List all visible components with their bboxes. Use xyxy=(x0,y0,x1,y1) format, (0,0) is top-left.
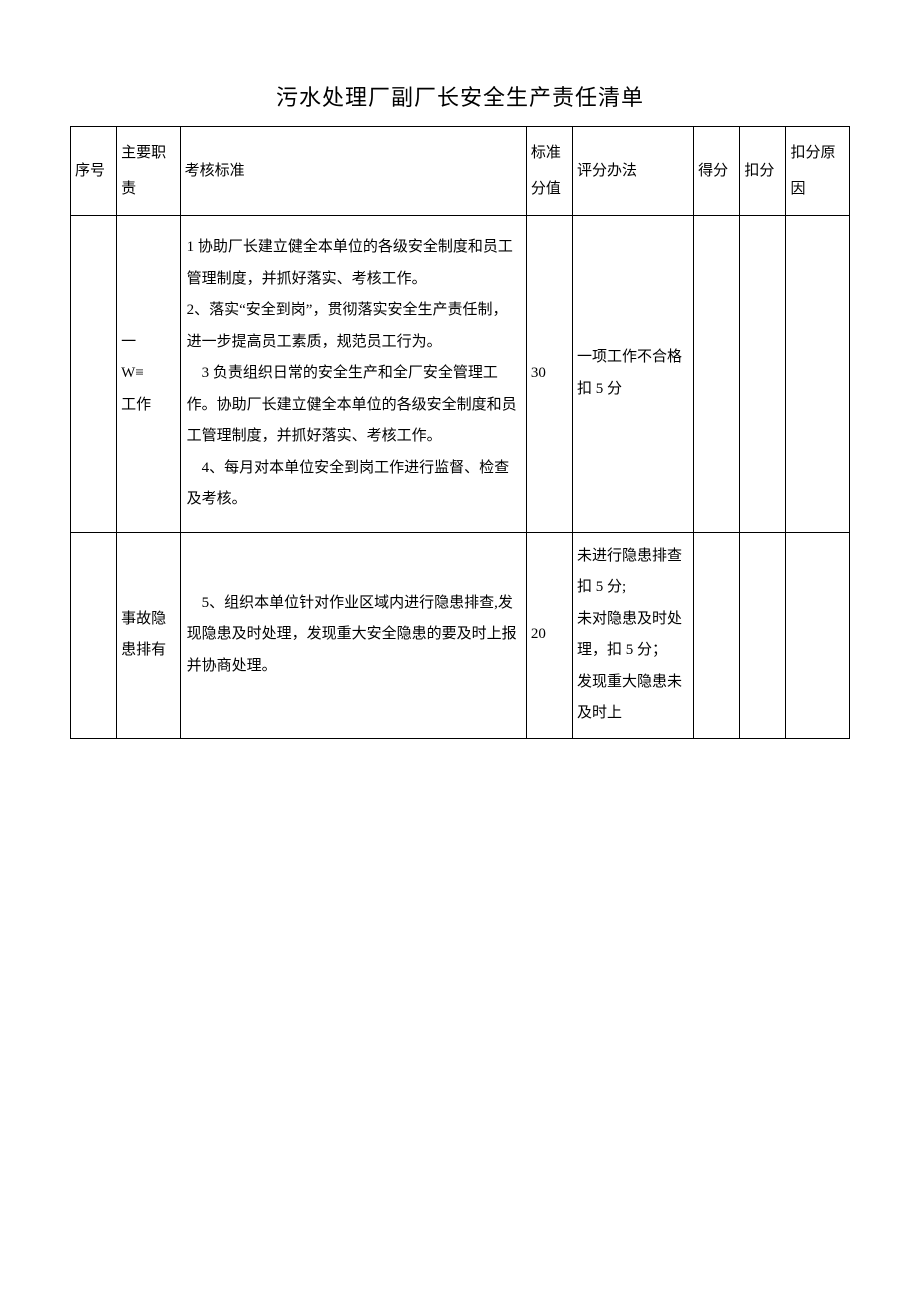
table-row: 事故隐患排有 5、组织本单位针对作业区域内进行隐患排查,发现隐患及时处理，发现重… xyxy=(71,532,850,738)
col-deduct-header: 扣分 xyxy=(740,127,786,216)
cell-score: 30 xyxy=(526,216,572,533)
cell-standard: 1 协助厂长建立健全本单位的各级安全制度和员工管理制度，并抓好落实、考核工作。 … xyxy=(180,216,526,533)
col-reason-header: 扣分原因 xyxy=(786,127,850,216)
table-header-row: 序号 主要职责 考核标准 标准分值 评分办法 得分 扣分 扣分原因 xyxy=(71,127,850,216)
col-duty-header: 主要职责 xyxy=(117,127,180,216)
cell-deduct xyxy=(740,532,786,738)
cell-deduct xyxy=(740,216,786,533)
col-standard-header: 考核标准 xyxy=(180,127,526,216)
cell-method: 一项工作不合格扣 5 分 xyxy=(573,216,694,533)
col-score-header: 标准分值 xyxy=(526,127,572,216)
cell-seq xyxy=(71,532,117,738)
cell-duty: 事故隐患排有 xyxy=(117,532,180,738)
cell-score: 20 xyxy=(526,532,572,738)
col-got-header: 得分 xyxy=(694,127,740,216)
cell-method: 未进行隐患排查扣 5 分; 未对隐患及时处理，扣 5 分； 发现重大隐患未及时上 xyxy=(573,532,694,738)
responsibility-table: 序号 主要职责 考核标准 标准分值 评分办法 得分 扣分 扣分原因 一 W≡ 工… xyxy=(70,126,850,739)
cell-reason xyxy=(786,216,850,533)
cell-reason xyxy=(786,532,850,738)
page-title: 污水处理厂副厂长安全生产责任清单 xyxy=(70,80,850,112)
cell-got xyxy=(694,216,740,533)
col-method-header: 评分办法 xyxy=(573,127,694,216)
cell-standard: 5、组织本单位针对作业区域内进行隐患排查,发现隐患及时处理，发现重大安全隐患的要… xyxy=(180,532,526,738)
cell-got xyxy=(694,532,740,738)
table-row: 一 W≡ 工作 1 协助厂长建立健全本单位的各级安全制度和员工管理制度，并抓好落… xyxy=(71,216,850,533)
col-seq-header: 序号 xyxy=(71,127,117,216)
cell-seq xyxy=(71,216,117,533)
cell-duty: 一 W≡ 工作 xyxy=(117,216,180,533)
